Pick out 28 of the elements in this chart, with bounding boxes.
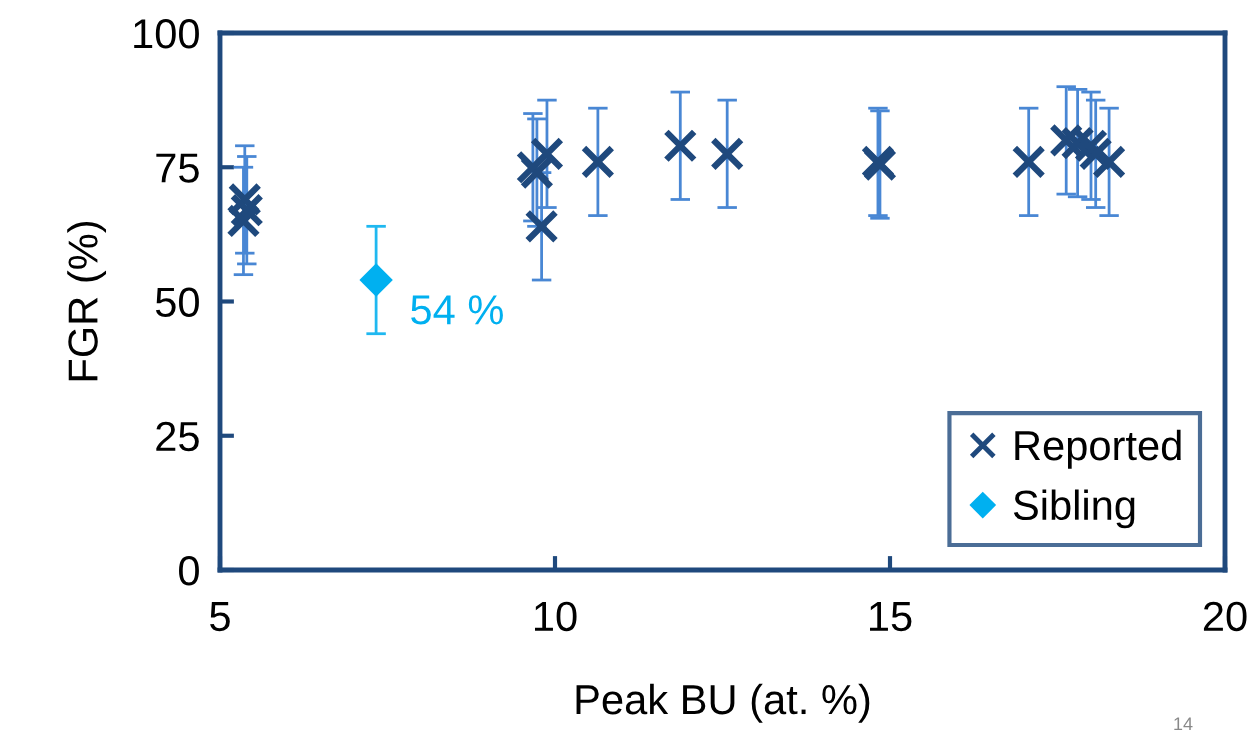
y-tick-label: 75: [156, 153, 199, 183]
point: [359, 263, 393, 297]
x-tick-label: 15: [870, 602, 912, 632]
legend-label: Reported: [1015, 429, 1181, 469]
text: 14: [1174, 717, 1193, 730]
y-tick-label: 0: [179, 556, 199, 586]
point: [710, 136, 745, 171]
point: [529, 136, 564, 171]
y-axis-title: FGR (%): [67, 221, 107, 381]
legend-label: Sibling: [1013, 489, 1135, 529]
point: [1060, 126, 1095, 161]
point: [1011, 144, 1046, 179]
x-tick-label: 5: [210, 602, 230, 632]
point: [663, 128, 698, 163]
point: [580, 144, 615, 179]
point: [227, 182, 262, 217]
y-tick-label: 100: [134, 19, 199, 49]
point: [1092, 144, 1127, 179]
x-axis-title: Peak BU (at. %): [576, 683, 870, 723]
x-tick-label: 20: [1203, 601, 1247, 632]
point: [1078, 136, 1113, 171]
y-tick-label: 25: [156, 421, 199, 452]
x-tick-label: 10: [535, 601, 577, 632]
annotation: 54 %: [411, 295, 503, 325]
point: [524, 209, 559, 244]
y-tick-label: 50: [155, 287, 199, 318]
point: [226, 203, 261, 238]
point: [229, 193, 264, 228]
